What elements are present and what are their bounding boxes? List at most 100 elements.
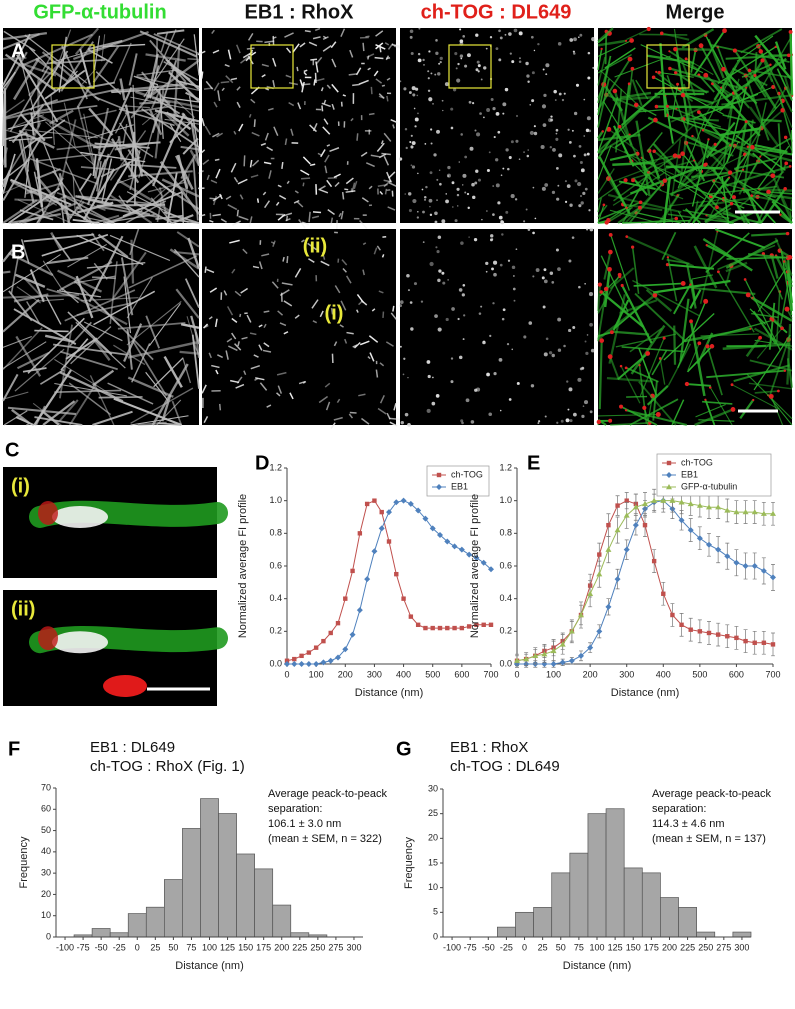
column-header: EB1 : RhoX [245, 1, 355, 23]
y-tick-label: 0.8 [269, 528, 282, 538]
texture [753, 74, 778, 110]
texture [19, 130, 30, 172]
texture [429, 213, 433, 217]
texture [341, 191, 345, 200]
texture [310, 58, 318, 61]
texture [556, 197, 560, 201]
texture [476, 60, 480, 64]
texture [278, 194, 287, 200]
texture [3, 410, 28, 426]
texture [709, 344, 715, 349]
texture [8, 290, 33, 322]
texture [625, 39, 628, 42]
texture [646, 26, 651, 32]
texture [272, 36, 277, 40]
texture [502, 112, 505, 115]
texture [272, 240, 276, 248]
texture [165, 111, 192, 131]
bar [497, 926, 516, 938]
texture [292, 43, 300, 53]
texture [532, 231, 535, 235]
texture [597, 97, 619, 153]
texture [312, 211, 322, 214]
texture [652, 117, 658, 123]
texture [751, 297, 793, 322]
y-axis-label: Frequency [18, 836, 30, 888]
y-tick-label: 10 [428, 882, 438, 892]
texture [429, 171, 433, 175]
texture [458, 355, 463, 360]
texture [553, 89, 557, 94]
texture [603, 251, 612, 280]
texture [501, 317, 505, 321]
texture [114, 112, 128, 134]
texture [309, 124, 318, 133]
texture [35, 153, 91, 162]
bar [218, 813, 237, 938]
texture [126, 328, 133, 370]
texture [666, 256, 669, 259]
data-point [688, 627, 693, 632]
texture [88, 235, 124, 303]
texture [223, 290, 228, 296]
texture [662, 336, 666, 340]
texture [322, 126, 331, 135]
texture [194, 332, 201, 359]
texture [410, 51, 414, 56]
texture [499, 409, 502, 412]
data-point [284, 661, 290, 667]
texture [148, 59, 200, 98]
texture [597, 48, 603, 71]
texture [783, 135, 788, 140]
x-tick-label: 0 [284, 669, 289, 679]
texture [250, 51, 257, 56]
texture [682, 209, 730, 220]
texture [373, 247, 378, 255]
bar [533, 907, 553, 938]
texture [113, 344, 146, 366]
texture [549, 271, 554, 275]
texture [428, 50, 431, 53]
texture [579, 194, 583, 198]
x-tick-label: 150 [238, 942, 253, 952]
texture [28, 54, 69, 97]
texture [54, 389, 122, 393]
texture [315, 61, 319, 73]
texture [603, 101, 629, 141]
texture [353, 180, 358, 190]
texture [420, 300, 424, 303]
image-label: (ii) [303, 235, 327, 257]
texture [227, 204, 238, 211]
x-tick-label: 300 [619, 669, 634, 679]
texture [788, 29, 793, 34]
texture [144, 29, 177, 102]
texture [558, 153, 563, 158]
texture [767, 394, 793, 426]
texture [693, 30, 726, 76]
texture [263, 342, 270, 348]
texture [91, 232, 105, 252]
texture [68, 383, 97, 426]
texture [264, 40, 275, 44]
texture [583, 98, 586, 101]
bar [587, 813, 607, 938]
texture [638, 200, 643, 205]
texture [741, 109, 784, 146]
texture [692, 200, 699, 224]
x-tick-label: 150 [626, 942, 641, 952]
annotation: separation: [268, 803, 322, 815]
texture [242, 248, 248, 255]
texture [597, 294, 656, 341]
texture [191, 334, 200, 389]
texture [118, 108, 175, 127]
texture [661, 231, 677, 261]
y-tick-label: 70 [41, 782, 51, 792]
texture [399, 80, 402, 83]
texture [368, 112, 375, 116]
data-point [578, 652, 584, 659]
texture [500, 174, 503, 177]
texture [267, 107, 274, 111]
texture [266, 146, 274, 152]
y-tick-label: 0 [46, 931, 51, 941]
texture [50, 95, 55, 145]
